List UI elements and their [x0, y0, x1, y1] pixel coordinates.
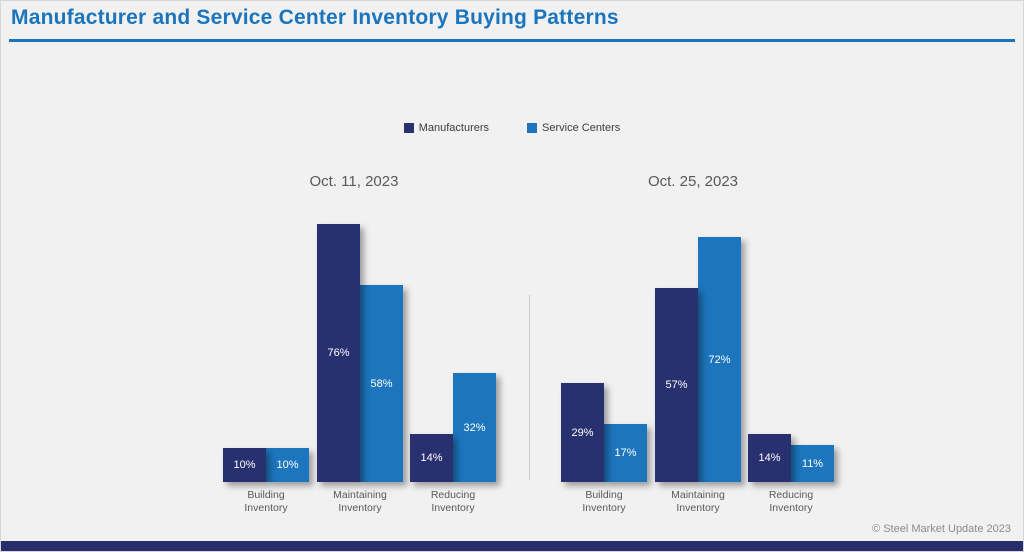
bar-value-label: 14%: [758, 452, 781, 464]
legend-item-manufacturers: Manufacturers: [403, 122, 490, 134]
legend-swatch-manufacturers: [403, 123, 414, 133]
title-divider: [9, 39, 1015, 42]
bar-value-label: 14%: [420, 452, 443, 464]
category-label-building: Building Inventory: [582, 489, 626, 515]
legend-swatch-service-centers: [527, 123, 538, 133]
bar-service-centers-reducing: 11%: [791, 445, 834, 482]
bar-value-label: 10%: [276, 459, 299, 471]
footer-credit: © Steel Market Update 2023: [872, 523, 1011, 535]
legend-label: Service Centers: [542, 122, 621, 134]
bar-manufacturers-maintaining: 57%: [655, 288, 698, 482]
category-label-reducing: Reducing Inventory: [430, 489, 476, 515]
category-label-maintaining: Maintaining Inventory: [333, 489, 387, 515]
bar-value-label: 58%: [370, 377, 393, 390]
legend: Manufacturers Service Centers: [1, 122, 1023, 134]
category-label-maintaining: Maintaining Inventory: [671, 489, 725, 515]
bar-value-label: 57%: [665, 379, 688, 391]
bar-value-label: 17%: [614, 447, 637, 459]
legend-item-service-centers: Service Centers: [527, 122, 620, 134]
bar-service-centers-maintaining: 72%: [698, 237, 741, 482]
bar-manufacturers-maintaining: 76%: [317, 224, 360, 482]
bottom-bar: [1, 541, 1023, 551]
bar-value-label: 10%: [233, 459, 256, 471]
bar-value-label: 76%: [327, 347, 350, 359]
bar-service-centers-maintaining: 58%: [360, 285, 403, 482]
bar-manufacturers-reducing: 14%: [748, 434, 791, 482]
bar-service-centers-reducing: 32%: [453, 373, 496, 482]
chart-divider: [529, 295, 530, 480]
page-title: Manufacturer and Service Center Inventor…: [11, 6, 619, 29]
bar-manufacturers-building: 29%: [561, 383, 604, 482]
chart-title-oct-25-2023: Oct. 25, 2023: [647, 173, 739, 190]
bar-value-label: 72%: [708, 353, 731, 366]
bar-service-centers-building: 10%: [266, 448, 309, 482]
bar-value-label: 29%: [571, 426, 594, 439]
category-label-building: Building Inventory: [244, 489, 288, 515]
category-label-reducing: Reducing Inventory: [768, 489, 814, 515]
bar-value-label: 32%: [463, 421, 486, 434]
bar-value-label: 11%: [801, 457, 824, 470]
legend-label: Manufacturers: [418, 122, 490, 134]
bar-manufacturers-building: 10%: [223, 448, 266, 482]
chart-title-oct-11-2023: Oct. 11, 2023: [309, 173, 399, 190]
bar-service-centers-building: 17%: [604, 424, 647, 482]
bar-manufacturers-reducing: 14%: [410, 434, 453, 482]
